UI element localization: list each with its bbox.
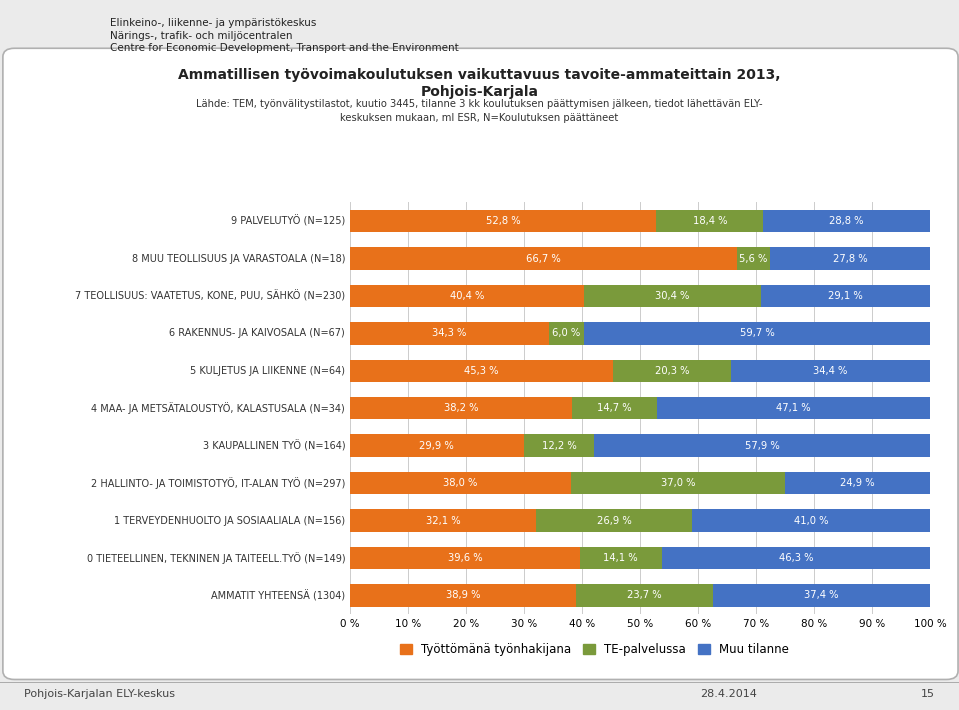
Text: 20,3 %: 20,3 % <box>654 366 689 376</box>
Text: 2 HALLINTO- JA TOIMISTOTYÖ, IT-ALAN TYÖ (N=297): 2 HALLINTO- JA TOIMISTOTYÖ, IT-ALAN TYÖ … <box>91 477 345 489</box>
Bar <box>350 584 575 606</box>
Text: Lähde: TEM, työnvälitystilastot, kuutio 3445, tilanne 3 kk koulutuksen päättymis: Lähde: TEM, työnvälitystilastot, kuutio … <box>197 99 762 124</box>
Bar <box>657 397 930 420</box>
Text: 24,9 %: 24,9 % <box>840 478 875 488</box>
Text: 39,6 %: 39,6 % <box>448 553 482 563</box>
Bar <box>350 435 524 457</box>
Text: Centre for Economic Development, Transport and the Environment: Centre for Economic Development, Transpo… <box>110 43 459 53</box>
Text: 3 KAUPALLINEN TYÖ (N=164): 3 KAUPALLINEN TYÖ (N=164) <box>202 440 345 452</box>
Text: 0 TIETEELLINEN, TEKNINEN JA TAITEELL.TYÖ (N=149): 0 TIETEELLINEN, TEKNINEN JA TAITEELL.TYÖ… <box>86 552 345 564</box>
Text: AMMATIT YHTEENSÄ (1304): AMMATIT YHTEENSÄ (1304) <box>211 590 345 601</box>
Text: 30,4 %: 30,4 % <box>655 291 690 301</box>
Bar <box>350 547 580 569</box>
Text: 23,7 %: 23,7 % <box>627 591 662 601</box>
Bar <box>350 322 550 344</box>
Text: 46,3 %: 46,3 % <box>779 553 813 563</box>
Bar <box>350 247 737 270</box>
Text: 28,8 %: 28,8 % <box>830 216 864 226</box>
Bar <box>595 435 930 457</box>
Bar <box>731 359 930 382</box>
Bar <box>350 509 536 532</box>
Text: 37,4 %: 37,4 % <box>805 591 839 601</box>
Bar <box>760 285 929 307</box>
Bar <box>785 472 929 494</box>
Text: 40,4 %: 40,4 % <box>450 291 484 301</box>
Bar <box>350 397 572 420</box>
Text: 7 TEOLLISUUS: VAATETUS, KONE, PUU, SÄHKÖ (N=230): 7 TEOLLISUUS: VAATETUS, KONE, PUU, SÄHKÖ… <box>75 290 345 302</box>
Text: 47,1 %: 47,1 % <box>776 403 811 413</box>
Bar <box>584 322 930 344</box>
Text: 9 PALVELUTYÖ (N=125): 9 PALVELUTYÖ (N=125) <box>231 215 345 226</box>
Text: 41,0 %: 41,0 % <box>794 515 829 525</box>
Text: 32,1 %: 32,1 % <box>426 515 460 525</box>
Text: 38,2 %: 38,2 % <box>444 403 479 413</box>
Text: 45,3 %: 45,3 % <box>464 366 499 376</box>
Text: 18,4 %: 18,4 % <box>692 216 727 226</box>
Text: 29,9 %: 29,9 % <box>419 441 455 451</box>
Bar <box>656 210 763 232</box>
Text: Ammatillisen työvoimakoulutuksen vaikuttavuus tavoite-ammateittain 2013,: Ammatillisen työvoimakoulutuksen vaikutt… <box>178 67 781 82</box>
Text: 12,2 %: 12,2 % <box>542 441 576 451</box>
Bar <box>763 210 930 232</box>
Bar <box>613 359 731 382</box>
Text: 59,7 %: 59,7 % <box>739 329 775 339</box>
Bar <box>536 509 692 532</box>
Text: 52,8 %: 52,8 % <box>486 216 521 226</box>
Bar <box>662 547 930 569</box>
Text: 28.4.2014: 28.4.2014 <box>700 689 757 699</box>
Text: 14,1 %: 14,1 % <box>603 553 638 563</box>
Bar <box>769 247 931 270</box>
Bar <box>350 285 584 307</box>
Text: 8 MUU TEOLLISUUS JA VARASTOALA (N=18): 8 MUU TEOLLISUUS JA VARASTOALA (N=18) <box>131 253 345 263</box>
Bar <box>350 472 571 494</box>
Bar <box>550 322 584 344</box>
Bar <box>571 472 785 494</box>
Bar <box>350 359 613 382</box>
Text: 27,8 %: 27,8 % <box>832 253 868 263</box>
Text: Elinkeino-, liikenne- ja ympäristökeskus: Elinkeino-, liikenne- ja ympäristökeskus <box>110 18 316 28</box>
Bar <box>580 547 662 569</box>
Text: 38,9 %: 38,9 % <box>446 591 480 601</box>
Text: 26,9 %: 26,9 % <box>596 515 632 525</box>
Text: 6,0 %: 6,0 % <box>552 329 580 339</box>
Bar <box>713 584 930 606</box>
Text: 37,0 %: 37,0 % <box>661 478 695 488</box>
Bar <box>692 509 930 532</box>
Text: Närings-, trafik- och miljöcentralen: Närings-, trafik- och miljöcentralen <box>110 31 292 40</box>
Legend: Työttömänä työnhakijana, TE-palvelussa, Muu tilanne: Työttömänä työnhakijana, TE-palvelussa, … <box>400 643 789 656</box>
Text: 34,3 %: 34,3 % <box>433 329 467 339</box>
Bar <box>737 247 769 270</box>
Text: 5,6 %: 5,6 % <box>739 253 767 263</box>
Text: Pohjois-Karjalan ELY-keskus: Pohjois-Karjalan ELY-keskus <box>24 689 175 699</box>
Bar <box>350 210 656 232</box>
Text: Pohjois-Karjala: Pohjois-Karjala <box>420 85 539 99</box>
Text: 4 MAA- JA METSÄTALOUSTYÖ, KALASTUSALA (N=34): 4 MAA- JA METSÄTALOUSTYÖ, KALASTUSALA (N… <box>91 403 345 414</box>
Bar <box>584 285 760 307</box>
Text: 6 RAKENNUS- JA KAIVOSALA (N=67): 6 RAKENNUS- JA KAIVOSALA (N=67) <box>170 329 345 339</box>
Text: 38,0 %: 38,0 % <box>443 478 478 488</box>
FancyBboxPatch shape <box>3 48 958 679</box>
Text: 34,4 %: 34,4 % <box>813 366 848 376</box>
Bar <box>524 435 595 457</box>
Text: 15: 15 <box>921 689 935 699</box>
Text: 14,7 %: 14,7 % <box>597 403 632 413</box>
Text: 29,1 %: 29,1 % <box>828 291 862 301</box>
Text: 5 KULJETUS JA LIIKENNE (N=64): 5 KULJETUS JA LIIKENNE (N=64) <box>190 366 345 376</box>
Text: 1 TERVEYDENHUOLTO JA SOSIAALIALA (N=156): 1 TERVEYDENHUOLTO JA SOSIAALIALA (N=156) <box>114 515 345 525</box>
Bar <box>572 397 657 420</box>
Bar <box>575 584 713 606</box>
Text: 66,7 %: 66,7 % <box>526 253 561 263</box>
Text: 57,9 %: 57,9 % <box>745 441 780 451</box>
